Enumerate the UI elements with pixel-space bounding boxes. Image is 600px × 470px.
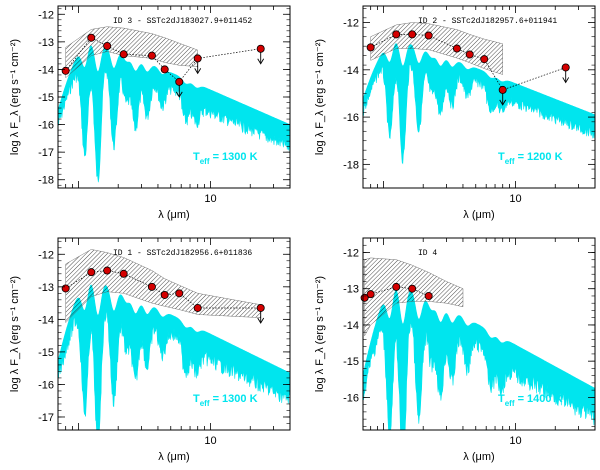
plot-area (363, 22, 595, 165)
y-tick-label: -15 (38, 92, 54, 104)
photometry-point (465, 50, 474, 59)
y-tick-label: -12 (343, 247, 359, 259)
plot-area (58, 249, 290, 430)
photometry-point (424, 291, 433, 300)
photometry-point (160, 65, 169, 74)
panel-title: ID 1 - SSTc2dJ182956.6+011836 (113, 249, 252, 258)
model-spectrum (363, 289, 595, 430)
photosphere-range-band (370, 22, 503, 75)
y-tick-label: -15 (38, 347, 54, 359)
y-tick-label: -16 (343, 112, 359, 124)
photometry-point (103, 266, 112, 275)
photometry-point (392, 30, 401, 39)
y-tick-label: -14 (38, 314, 54, 326)
x-tick-label: 10 (509, 193, 521, 205)
photometry-point (175, 77, 184, 86)
photometry-point (61, 284, 70, 293)
y-tick-label: -18 (343, 159, 359, 171)
y-tick-label: -14 (38, 64, 54, 76)
photometry-point (366, 290, 375, 299)
photometry-point (147, 51, 156, 60)
model-spectrum (58, 45, 290, 183)
upper-limit-arrowhead (257, 58, 265, 65)
axes-frame (362, 5, 596, 189)
photometry-point (193, 54, 202, 63)
upper-limit-arrowhead (175, 91, 183, 98)
sed-panel-2: 10 -18 -16 -14 -12 ID 2 - SSTc2dJ182957.6+011… (314, 5, 596, 221)
teff-label: Teff = 1300 K (193, 151, 258, 166)
y-tick-label: -12 (38, 9, 54, 21)
panel-title: ID 3 - SSTc2dJ183027.9+011452 (113, 17, 252, 26)
photometry-point (193, 303, 202, 312)
photometry-point (452, 44, 461, 53)
photometry-point (366, 43, 375, 52)
sed-connector (370, 34, 566, 91)
y-axis-label: log λ F_λ (erg s⁻¹ cm⁻²) (314, 276, 326, 392)
upper-limit-arrowhead (562, 77, 570, 84)
y-tick-label: -12 (38, 249, 54, 261)
x-axis-label: λ (μm) (158, 209, 189, 221)
x-tick-label: 10 (509, 435, 521, 447)
y-tick-label: -17 (38, 147, 54, 159)
photometry-point (147, 282, 156, 291)
photometry-point (480, 55, 489, 64)
y-tick-label: -12 (343, 18, 359, 30)
x-axis-label: λ (μm) (158, 451, 189, 463)
y-tick-label: -14 (343, 320, 359, 332)
sed-panel-4: 10 -16 -15 -14 -13 -12 ID 4 Teff = 1400 K λ (μm)… (314, 237, 596, 463)
teff-label: Teff = 1200 K (498, 151, 563, 166)
sed-panel-3: 10 -17 -16 -15 -14 -13 -12 ID 1 - SSTc2dJ182956… (9, 237, 291, 463)
y-tick-label: -16 (38, 379, 54, 391)
photometry-point (408, 284, 417, 293)
panel-title: ID 4 (418, 249, 437, 258)
photometry-point (103, 41, 112, 50)
photometry-point (119, 269, 128, 278)
upper-limit-arrowhead (499, 99, 507, 106)
y-tick-label: -13 (38, 37, 54, 49)
y-tick-label: -14 (343, 65, 359, 77)
axes-frame (57, 237, 291, 431)
photometry-point (119, 50, 128, 59)
photometry-point (498, 85, 507, 94)
y-tick-label: -16 (343, 392, 359, 404)
teff-label: Teff = 1400 K (498, 393, 563, 408)
y-axis-label: log λ F_λ (erg s⁻¹ cm⁻²) (314, 39, 326, 155)
upper-limit-arrowhead (194, 68, 202, 75)
x-axis-label: λ (μm) (463, 451, 494, 463)
model-spectrum (58, 284, 290, 430)
x-axis-label: λ (μm) (463, 209, 494, 221)
x-tick-label: 10 (204, 193, 216, 205)
photometry-point (256, 303, 265, 312)
axes-frame (362, 237, 596, 431)
photometry-point (408, 30, 417, 39)
y-axis-label: log λ F_λ (erg s⁻¹ cm⁻²) (9, 276, 21, 392)
photometry-point (87, 268, 96, 277)
y-tick-label: -13 (343, 284, 359, 296)
y-tick-label: -16 (38, 120, 54, 132)
y-tick-label: -13 (38, 282, 54, 294)
upper-limit-arrowhead (257, 317, 265, 324)
model-spectrum (363, 43, 595, 165)
teff-label: Teff = 1300 K (193, 393, 258, 408)
y-tick-label: -18 (38, 175, 54, 187)
photometry-point (175, 289, 184, 298)
photometry-point (87, 33, 96, 42)
y-tick-label: -15 (343, 356, 359, 368)
photometry-point (160, 290, 169, 299)
photometry-point (424, 31, 433, 40)
panel-title: ID 2 - SSTc2dJ182957.6+011941 (418, 17, 557, 26)
photosphere-range-band (364, 257, 464, 337)
photometry-point (256, 44, 265, 53)
photometry-point (392, 282, 401, 291)
photometry-point (561, 63, 570, 72)
y-axis-label: log λ F_λ (erg s⁻¹ cm⁻²) (9, 39, 21, 155)
photometry-point (61, 66, 70, 75)
x-tick-label: 10 (204, 435, 216, 447)
y-tick-label: -17 (38, 412, 54, 424)
sed-panel-1: 10 -18 -17 -16 -15 -14 -13 -12 ID 3 - SSTc2dJ183… (9, 5, 291, 221)
